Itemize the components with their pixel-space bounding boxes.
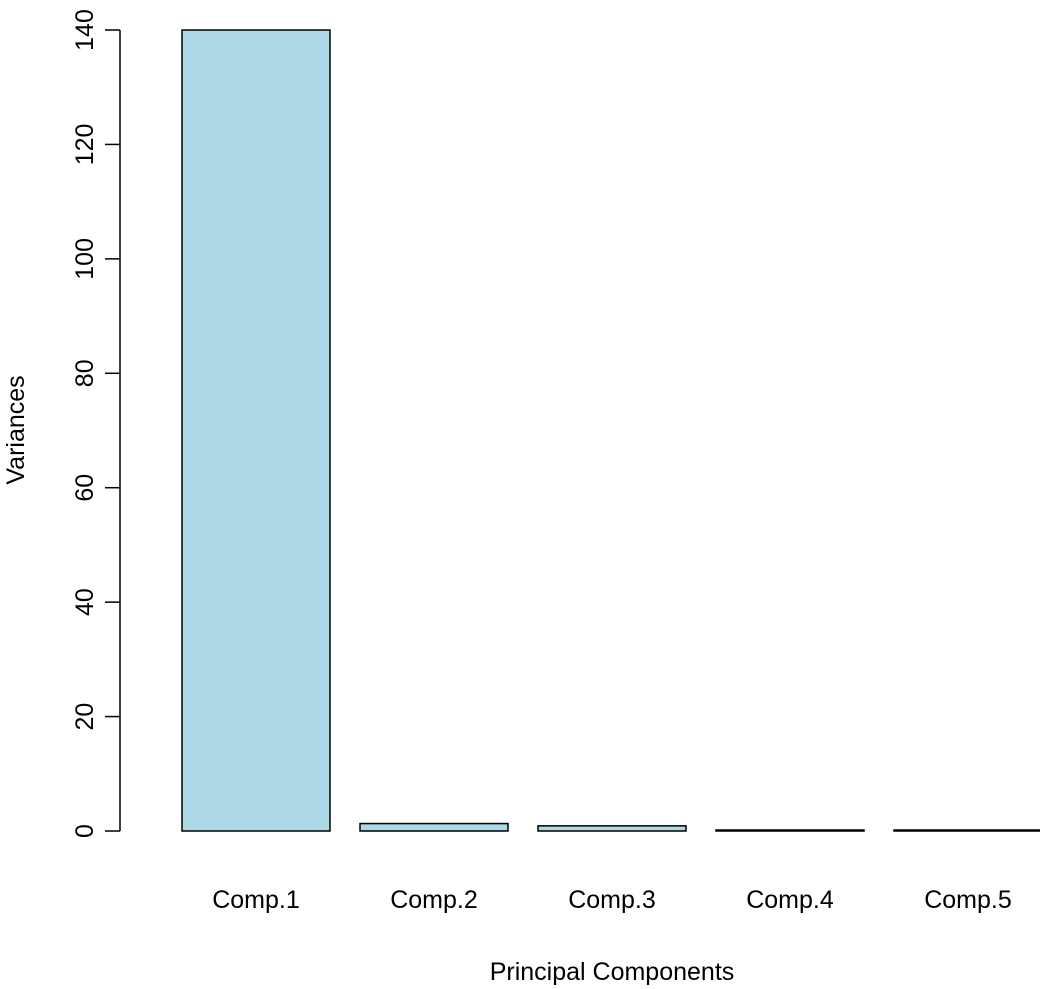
x-axis-title: Principal Components: [490, 958, 735, 986]
y-tick-label: 20: [71, 703, 99, 731]
y-tick-label: 140: [71, 9, 99, 51]
y-tick-label: 60: [71, 474, 99, 502]
bar-comp-5: [893, 829, 1040, 832]
y-tick-label: 80: [71, 359, 99, 387]
x-tick-label: Comp.4: [746, 886, 834, 914]
y-tick-label: 120: [71, 124, 99, 166]
y-axis-title: Variances: [2, 375, 30, 484]
bar-comp-4: [715, 829, 865, 832]
bars-group: [181, 29, 1040, 832]
bar-comp-1: [181, 29, 331, 832]
bar-comp-2: [359, 822, 509, 832]
y-tick-label: 0: [71, 824, 99, 838]
x-tick-label: Comp.3: [568, 886, 656, 914]
x-tick-label: Comp.1: [212, 886, 300, 914]
x-tick-label: Comp.2: [390, 886, 478, 914]
bar-comp-3: [537, 825, 687, 832]
y-tick-label: 100: [71, 238, 99, 280]
x-axis-labels: Comp.1 Comp.2 Comp.3 Comp.4 Comp.5: [212, 886, 1012, 914]
y-tick-label: 40: [71, 588, 99, 616]
x-tick-label: Comp.5: [924, 886, 1012, 914]
y-axis: 0 20 40 60 80 100 120 140: [71, 9, 121, 838]
